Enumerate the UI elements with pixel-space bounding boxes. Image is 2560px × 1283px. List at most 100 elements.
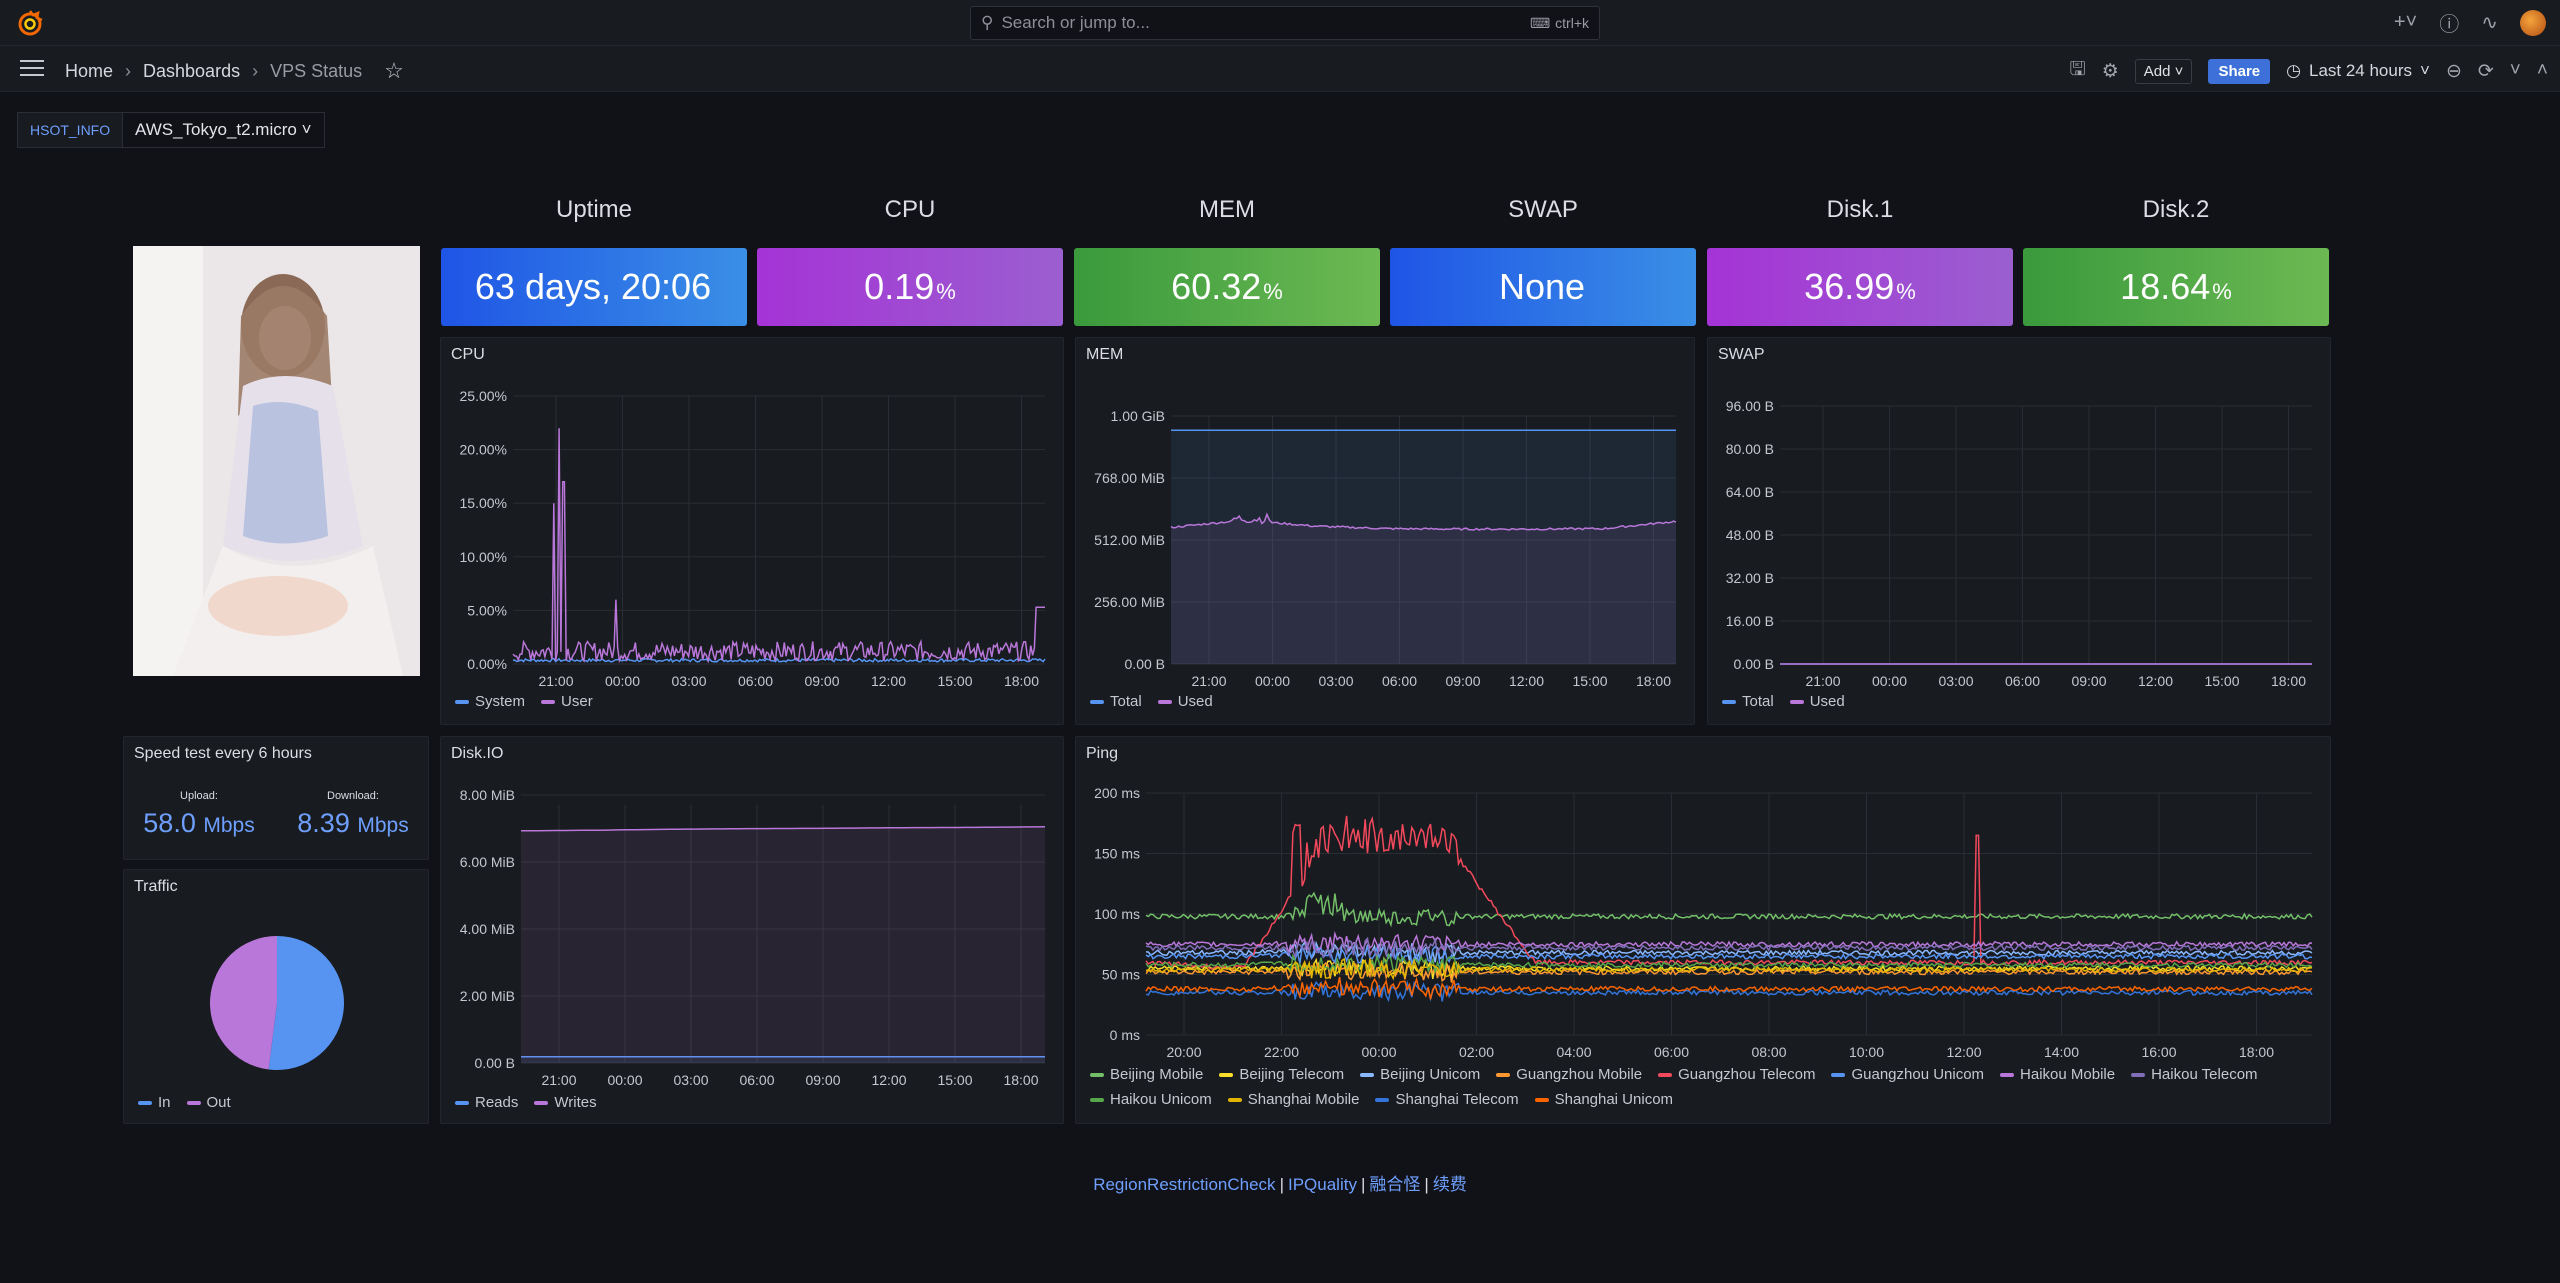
legend-item[interactable]: Reads [455,1094,518,1111]
diskio-chart[interactable]: 0.00 B 2.00 MiB 4.00 MiB 6.00 MiB 8.00 MiB 21… [441,757,1065,1097]
series-line[interactable] [1145,930,2313,956]
series-line[interactable] [521,826,1046,832]
stat-title-2: MEM [1199,196,1255,223]
cpu-chart[interactable]: 0.00% 5.00% 10.00% 15.00% 20.00% 25.00% 21:00 0… [441,358,1065,698]
legend-item[interactable]: Guangzhou Mobile [1496,1066,1642,1083]
cpu-panel-title: CPU [451,346,485,363]
traffic-legend: In Out [138,1094,231,1111]
y-tick-label: 2.00 MiB [460,988,515,1004]
stat-value-box-1[interactable]: 0.19% [757,248,1063,326]
grafana-logo-icon[interactable] [16,9,44,37]
stat-value-box-2[interactable]: 60.32% [1074,248,1380,326]
legend-swatch [1722,699,1736,704]
traffic-pie-chart[interactable] [124,900,430,1100]
x-tick-label: 09:00 [804,673,839,689]
legend-label: Total [1110,693,1142,710]
legend-item[interactable]: Shanghai Telecom [1375,1091,1519,1108]
series-line[interactable] [1145,891,2313,928]
legend-item[interactable]: Used [1157,693,1213,710]
mem-chart[interactable]: 0.00 B 256.00 MiB 512.00 MiB 768.00 MiB 1.00… [1076,358,1696,698]
legend-item[interactable]: Beijing Telecom [1219,1066,1344,1083]
series-line[interactable] [1145,815,2313,972]
star-icon[interactable]: ☆ [384,58,404,83]
time-range-picker[interactable]: ◷ Last 24 hours ˅ [2286,61,2430,81]
legend-swatch [1090,1072,1104,1077]
swap-chart[interactable]: 0.00 B 16.00 B 32.00 B 48.00 B 64.00 B 80.00 … [1708,358,2332,698]
zoom-out-icon[interactable]: ⊖ [2445,60,2462,82]
save-icon[interactable]: 🖫 [2069,59,2086,80]
y-tick-label: 15.00% [460,495,507,511]
x-tick-label: 03:00 [1318,673,1353,689]
legend-item[interactable]: Shanghai Mobile [1227,1091,1359,1108]
user-avatar[interactable] [2520,9,2546,36]
stat-value-box-3[interactable]: None [1390,248,1696,326]
share-button[interactable]: Share [2208,58,2271,84]
series-line[interactable] [1145,979,2313,1003]
stat-value-box-0[interactable]: 63 days, 20:06 [441,248,747,326]
legend-swatch [534,1100,549,1105]
refresh-icon[interactable]: ⟳ [2477,60,2494,82]
search-icon: ⚲ [981,13,994,32]
series-line[interactable] [512,657,1046,663]
plus-icon[interactable]: +˅ [2393,11,2418,33]
legend-item[interactable]: Beijing Unicom [1360,1066,1480,1083]
x-tick-label: 12:00 [871,1072,906,1088]
x-tick-label: 02:00 [1459,1044,1494,1060]
ipquality-link[interactable]: IPQuality [1287,1175,1357,1194]
legend-item[interactable]: Guangzhou Telecom [1658,1066,1815,1083]
legend-item[interactable]: Guangzhou Unicom [1831,1066,1984,1083]
x-tick-label: 12:00 [2138,673,2173,689]
legend-label: Writes [554,1094,597,1111]
legend-item[interactable]: Haikou Telecom [2131,1066,2258,1083]
series-line[interactable] [1170,512,1677,531]
legend-item[interactable]: In [138,1094,171,1111]
pie-slice-out[interactable] [210,936,277,1070]
breadcrumb-home[interactable]: Home [65,60,114,81]
breadcrumb-dashboards[interactable]: Dashboards [143,60,241,81]
nav-bar: Home › Dashboards › VPS Status ☆ 🖫 ⚙ Add… [0,46,2560,92]
rss-icon[interactable]: ∿ [2481,12,2498,34]
breadcrumb-separator-icon: › [252,60,259,81]
series-line[interactable] [1145,976,2313,1000]
settings-gear-icon[interactable]: ⚙ [2101,60,2119,82]
add-button[interactable]: Add ˅ [2134,58,2193,84]
legend-item[interactable]: Total [1090,693,1142,710]
pie-slice-in[interactable] [268,936,345,1070]
legend-item[interactable]: Haikou Unicom [1090,1091,1212,1108]
refresh-interval-chevron-icon[interactable]: ˅ [2509,60,2521,81]
search-input[interactable]: ⚲ Search or jump to... ⌨ ctrl+k [970,6,1600,40]
legend-item[interactable]: Haikou Mobile [2000,1066,2115,1083]
legend-label: In [158,1094,171,1111]
series-line[interactable] [1145,943,2313,966]
legend-item[interactable]: Out [186,1094,231,1111]
x-tick-label: 03:00 [671,673,706,689]
legend-item[interactable]: Used [1789,693,1845,710]
legend-item[interactable]: User [541,693,593,710]
host-variable-select[interactable]: AWS_Tokyo_t2.micro ˅ [122,112,325,148]
collapse-chevron-up-icon[interactable]: ˄ [2536,60,2548,81]
series-line[interactable] [1145,936,2313,960]
legend-item[interactable]: Shanghai Unicom [1534,1091,1673,1108]
x-tick-label: 00:00 [1361,1044,1396,1060]
legend-item[interactable]: System [455,693,525,710]
x-tick-label: 03:00 [673,1072,708,1088]
ping-chart[interactable]: 0 ms 50 ms 100 ms 150 ms 200 ms 20:00 22:00 00:… [1076,757,2332,1072]
legend-item[interactable]: Total [1722,693,1774,710]
renew-link[interactable]: 续费 [1432,1175,1467,1194]
stat-value-box-5[interactable]: 18.64% [2023,248,2329,326]
legend-item[interactable]: Writes [534,1094,597,1111]
ronghe-link[interactable]: 融合怪 [1369,1175,1421,1194]
series-line[interactable] [512,428,1045,664]
stat-value-box-4[interactable]: 36.99% [1707,248,2013,326]
region-check-link[interactable]: RegionRestrictionCheck [1093,1175,1276,1194]
legend-item[interactable]: Beijing Mobile [1090,1066,1203,1083]
y-tick-label: 4.00 MiB [460,921,515,937]
menu-icon[interactable] [20,60,44,78]
x-tick-label: 18:00 [2271,673,2306,689]
x-tick-label: 20:00 [1166,1044,1201,1060]
legend-label: Used [1177,693,1213,710]
series-line[interactable] [1145,957,2313,981]
download-unit: Mbps [357,814,409,837]
legend-swatch [1360,1072,1375,1077]
help-icon[interactable]: ⓘ [2439,14,2460,36]
